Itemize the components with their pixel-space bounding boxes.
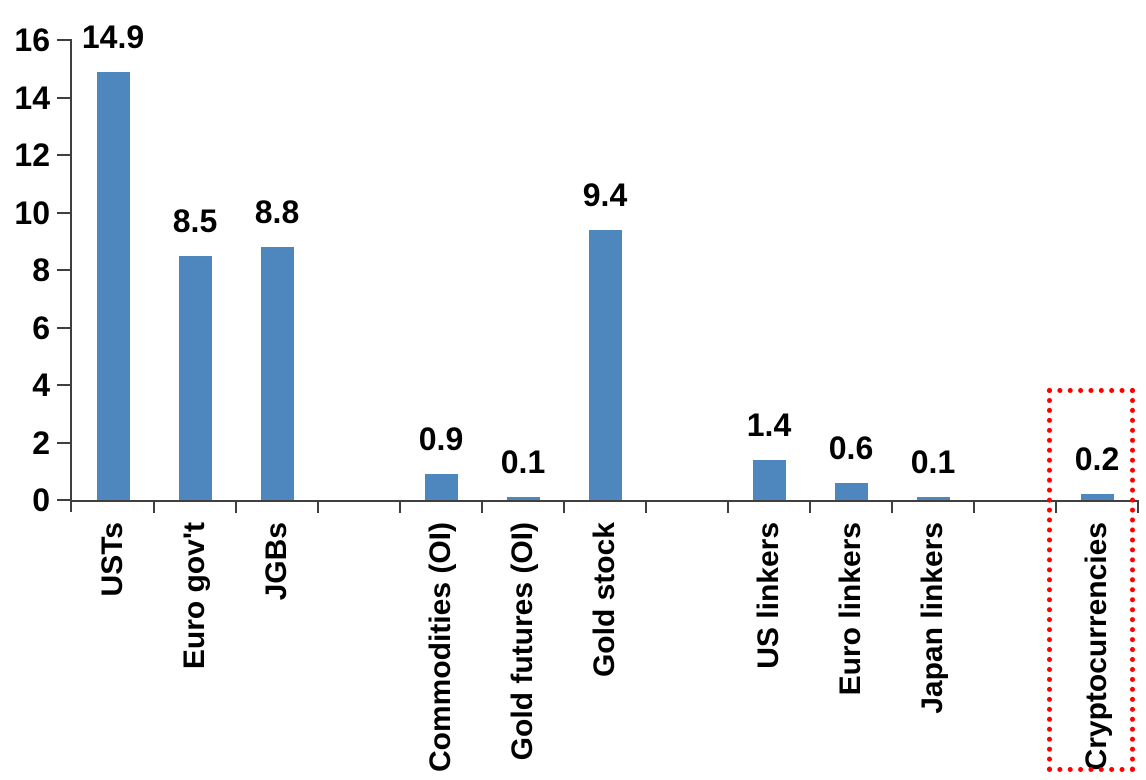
x-tick xyxy=(809,500,811,513)
y-tick xyxy=(57,441,72,444)
y-tick-label: 2 xyxy=(32,424,50,461)
x-tick xyxy=(645,500,647,513)
data-label-commodities-oi: 0.9 xyxy=(418,421,464,458)
y-tick xyxy=(57,384,72,386)
bar-jgbs xyxy=(260,247,294,500)
y-tick-label: 16 xyxy=(14,22,50,58)
data-label-jgbs: 8.8 xyxy=(254,194,300,230)
x-category-label-text: Gold stock xyxy=(588,522,621,678)
bar-us-linkers xyxy=(752,459,786,500)
bar-gold-stock xyxy=(588,229,622,500)
x-category-label-japan-linkers: Japan linkers xyxy=(916,522,950,714)
x-category-label-euro-linkers: Euro linkers xyxy=(834,522,868,695)
bar-cryptocurrencies xyxy=(1080,494,1114,500)
bar-usts xyxy=(96,71,130,500)
bar-gold-futures-oi xyxy=(506,497,540,500)
y-tick-label: 12 xyxy=(14,137,50,173)
x-category-label-euro-gov-t: Euro gov't xyxy=(178,522,212,669)
x-category-label-text: Gold futures (OI) xyxy=(506,522,539,761)
x-tick xyxy=(563,500,565,513)
y-tick xyxy=(57,326,72,329)
x-category-label-usts: USTs xyxy=(96,522,130,596)
x-category-label-text: Japan linkers xyxy=(916,522,949,714)
y-axis-line xyxy=(70,40,72,512)
x-category-label-text: JGBs xyxy=(260,522,293,601)
y-tick-label: 4 xyxy=(32,367,50,403)
x-category-label-text: Euro linkers xyxy=(834,522,867,696)
y-tick-label: 10 xyxy=(14,194,50,231)
y-tick xyxy=(57,211,72,214)
x-tick xyxy=(1137,500,1139,513)
y-tick-label: 14 xyxy=(14,79,50,116)
x-tick xyxy=(235,500,237,513)
x-category-label-us-linkers: US linkers xyxy=(752,522,786,669)
data-label-euro-gov-t: 8.5 xyxy=(172,202,218,239)
y-tick xyxy=(57,39,72,41)
y-tick xyxy=(57,154,72,156)
data-label-cryptocurrencies: 0.2 xyxy=(1074,441,1120,478)
x-category-label-text: USTs xyxy=(96,522,129,597)
highlight-box-cryptocurrencies xyxy=(1047,388,1135,772)
x-category-label-gold-stock: Gold stock xyxy=(588,522,622,677)
data-label-gold-stock: 9.4 xyxy=(582,176,628,213)
y-tick-label: 0 xyxy=(32,482,50,518)
data-label-gold-futures-oi: 0.1 xyxy=(500,444,546,481)
y-tick xyxy=(57,269,72,271)
x-tick xyxy=(891,500,893,513)
data-label-japan-linkers: 0.1 xyxy=(910,444,956,481)
bar-japan-linkers xyxy=(916,497,950,500)
y-tick-label: 8 xyxy=(32,252,50,288)
x-category-label-jgbs: JGBs xyxy=(260,522,294,600)
x-tick xyxy=(399,500,401,513)
y-tick xyxy=(57,96,72,99)
x-category-label-text: US linkers xyxy=(752,522,785,669)
bar-euro-linkers xyxy=(834,482,868,500)
x-category-label-text: Euro gov't xyxy=(178,522,211,670)
data-label-euro-linkers: 0.6 xyxy=(828,429,874,466)
x-axis-line xyxy=(70,500,1138,502)
x-category-label-commodities-oi: Commodities (OI) xyxy=(424,522,458,772)
y-tick-label: 6 xyxy=(32,309,50,346)
x-tick xyxy=(317,500,319,513)
x-tick xyxy=(481,500,483,513)
x-tick xyxy=(973,500,975,513)
x-tick xyxy=(1055,500,1057,513)
bar-euro-gov-t xyxy=(178,255,212,500)
data-label-us-linkers: 1.4 xyxy=(746,406,792,443)
x-tick xyxy=(727,500,729,513)
x-tick xyxy=(153,500,155,513)
x-category-label-gold-futures-oi: Gold futures (OI) xyxy=(506,522,540,760)
x-category-label-text: Commodities (OI) xyxy=(424,522,457,773)
data-label-usts: 14.9 xyxy=(81,18,145,55)
bar-commodities-oi xyxy=(424,474,458,500)
y-tick xyxy=(57,499,72,501)
